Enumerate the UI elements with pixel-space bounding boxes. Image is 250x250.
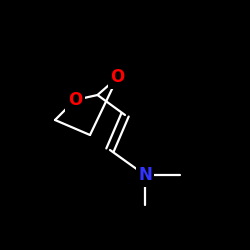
Text: O: O <box>68 91 82 109</box>
Text: O: O <box>110 68 124 86</box>
Text: N: N <box>138 166 152 184</box>
